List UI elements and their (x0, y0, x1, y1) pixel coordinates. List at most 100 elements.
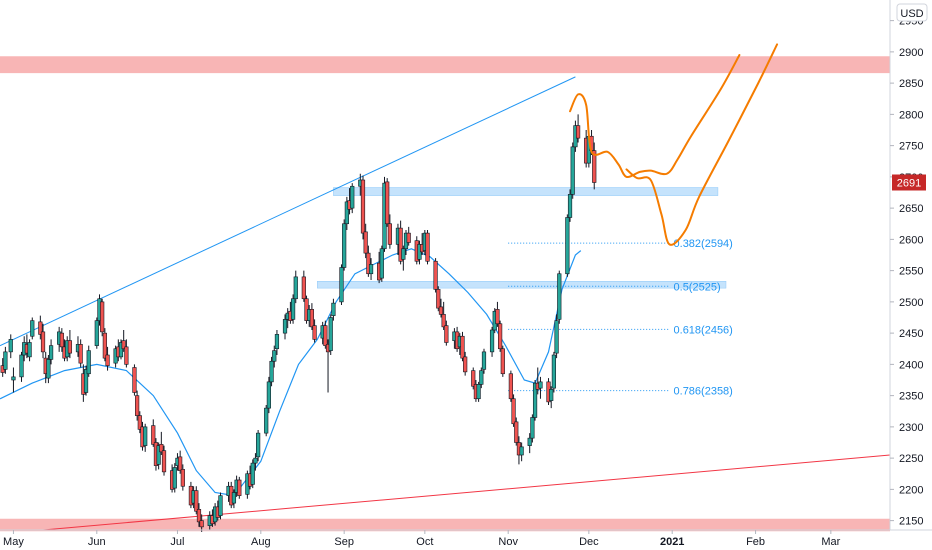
candle-body (118, 342, 124, 358)
candle-2020-10-23 (481, 348, 487, 374)
candle-body (180, 469, 185, 487)
candle-body (575, 125, 581, 139)
candle-2020-06-30 (172, 463, 177, 493)
last-price-label: 2691 (897, 178, 921, 190)
candle-body (360, 179, 366, 234)
candle-body (178, 456, 183, 471)
candle-body (264, 407, 269, 434)
candle-body (11, 376, 16, 381)
currency-label: USD (900, 8, 923, 20)
candle-body (48, 345, 54, 360)
currency-badge[interactable] (896, 3, 928, 22)
candle-2020-10-06 (436, 286, 441, 312)
candle-body (274, 334, 280, 350)
candle-body (46, 359, 51, 379)
candle-body (592, 150, 597, 183)
candle-2020-07-22 (231, 489, 237, 509)
candle-2020-09-17 (385, 178, 390, 227)
candle-2020-08-14 (293, 270, 298, 304)
candle-2020-09-01 (342, 219, 347, 271)
candle-2020-05-07 (27, 339, 32, 362)
price-tick-2900: 2900 (899, 47, 923, 59)
candle-2020-05-04 (19, 351, 24, 382)
candle-body (151, 425, 156, 445)
candle-2020-09-08 (360, 175, 366, 240)
candle-2020-05-12 (40, 323, 46, 359)
candle-2020-10-09 (444, 320, 449, 346)
candle-body (379, 248, 384, 279)
candle-2020-06-04 (102, 328, 107, 362)
candle-body (256, 432, 261, 458)
candle-2020-07-31 (256, 430, 261, 462)
price-tick-2350: 2350 (899, 391, 923, 403)
candle-body (94, 320, 99, 346)
candle-2020-08-21 (312, 319, 317, 343)
candle-body (27, 342, 32, 358)
candle-2020-10-21 (476, 381, 481, 402)
projection-layer (569, 43, 779, 246)
candle-body (557, 273, 562, 320)
candle-2020-11-09 (527, 433, 532, 454)
candle-body (342, 223, 347, 268)
candle-body (498, 323, 503, 350)
candle-body (554, 320, 559, 354)
candle-2020-07-10 (199, 514, 204, 532)
fib-label-1: 0.5(2525) (674, 281, 721, 293)
candle-body (38, 321, 43, 335)
candle-2020-06-17 (137, 411, 142, 434)
candle-body (328, 317, 333, 351)
candle-body (438, 306, 444, 315)
candle-body (40, 331, 46, 353)
candle-2020-05-28 (83, 365, 89, 396)
candle-body (530, 417, 535, 439)
time-tick-Sep: Sep (334, 536, 354, 548)
candle-2020-11-10 (530, 414, 535, 443)
candle-2020-04-30 (8, 334, 13, 359)
time-tick-Dec: Dec (579, 536, 599, 548)
candle-2020-10-29 (498, 320, 503, 352)
candle-body (124, 346, 129, 365)
candle-body (511, 398, 516, 425)
candle-body (301, 276, 306, 300)
candle-body (218, 495, 223, 516)
projection-path-1[interactable] (625, 43, 779, 246)
candle-2020-06-25 (159, 431, 164, 455)
candle-2020-08-10 (282, 314, 288, 340)
candle-2020-10-19 (471, 367, 476, 390)
candle-2020-06-24 (156, 442, 161, 470)
candle-2020-08-20 (309, 303, 315, 330)
candle-2020-06-16 (135, 390, 140, 421)
candle-2020-08-17 (301, 270, 306, 302)
candle-body (161, 450, 167, 473)
candle-2020-11-25 (570, 142, 575, 199)
candle-body (67, 340, 73, 354)
candle-body (471, 370, 476, 387)
candle-body (269, 360, 274, 383)
candle-body (143, 426, 148, 446)
candle-body (78, 344, 83, 364)
candle-body (489, 329, 495, 353)
candle-body (196, 509, 202, 523)
candle-body (481, 351, 487, 370)
candle-body (172, 467, 177, 489)
candle-2020-11-18 (551, 351, 556, 393)
candle-body (282, 319, 288, 334)
candle-2020-06-11 (121, 330, 126, 352)
candle-2020-11-11 (532, 380, 538, 421)
support-zone-3 (317, 281, 727, 289)
price-tick-2600: 2600 (899, 234, 923, 246)
candle-body (266, 381, 271, 409)
candle-2020-05-01 (11, 367, 16, 393)
zones-layer (0, 56, 890, 532)
support-zone-2 (333, 187, 719, 196)
candle-2020-11-24 (567, 189, 573, 222)
trend-line-lower[interactable] (42, 454, 891, 531)
candle-2020-09-18 (387, 214, 392, 249)
candle-2020-05-11 (38, 315, 43, 340)
time-axis[interactable]: May Jun Jul Aug Sep Oct Nov Dec 2021 Feb Mar (0, 529, 932, 548)
candle-2020-08-25 (323, 320, 328, 349)
candle-2020-08-05 (269, 356, 274, 387)
trend-line-upper[interactable] (0, 76, 576, 347)
